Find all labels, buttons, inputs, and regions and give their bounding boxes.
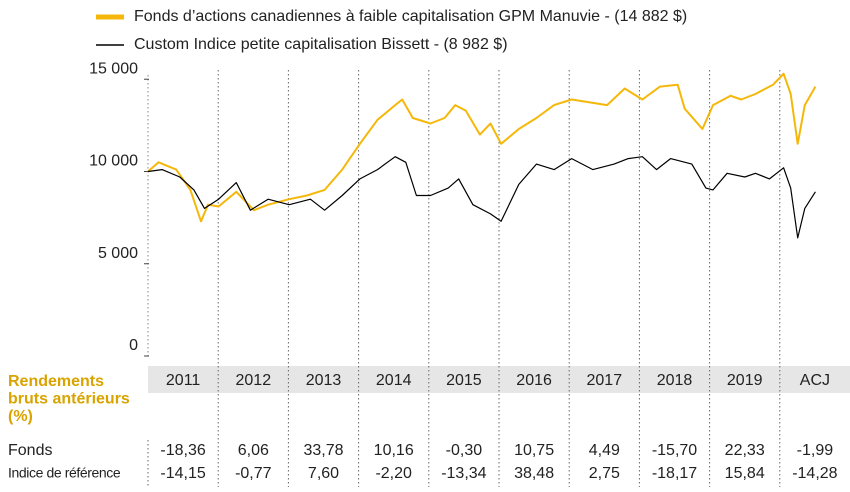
table-cell: 6,06 xyxy=(238,442,269,459)
table-cell: -0,77 xyxy=(235,465,272,482)
table-title: (%) xyxy=(8,408,33,425)
row-label: Indice de référence xyxy=(8,465,121,481)
table-cell: -14,28 xyxy=(792,465,837,482)
table-cell: -0,30 xyxy=(446,442,483,459)
table-column-header: 2018 xyxy=(657,372,693,389)
table-title: Rendements xyxy=(8,373,104,390)
table-cell: 10,75 xyxy=(514,442,554,459)
table-column-header: 2012 xyxy=(236,372,272,389)
legend-label: Custom Indice petite capitalisation Biss… xyxy=(134,36,508,53)
table-cell: 10,16 xyxy=(374,442,414,459)
row-label: Fonds xyxy=(8,442,52,459)
table-cell: -1,99 xyxy=(797,442,834,459)
table-cell: -13,34 xyxy=(441,465,486,482)
table-cell: -18,36 xyxy=(160,442,205,459)
table-column-header: 2016 xyxy=(516,372,552,389)
table-cell: -18,17 xyxy=(652,465,697,482)
table-column-header: 2013 xyxy=(306,372,342,389)
legend-label: Fonds d’actions canadiennes à faible cap… xyxy=(134,8,687,25)
table-cell: 7,60 xyxy=(308,465,339,482)
table-cell: 22,33 xyxy=(725,442,765,459)
table-column-header: 2015 xyxy=(446,372,482,389)
table-column-header: 2014 xyxy=(376,372,412,389)
y-tick-label: 15 000 xyxy=(89,60,138,77)
table-cell: 15,84 xyxy=(725,465,765,482)
table-cell: -15,70 xyxy=(652,442,697,459)
table-column-header: ACJ xyxy=(800,372,830,389)
table-cell: 38,48 xyxy=(514,465,554,482)
y-tick-label: 10 000 xyxy=(89,153,138,170)
series-line xyxy=(147,156,816,239)
y-tick-label: 5 000 xyxy=(98,245,138,262)
table-cell: -14,15 xyxy=(160,465,205,482)
table-column-header: 2019 xyxy=(727,372,763,389)
series-line xyxy=(147,72,817,223)
table-cell: 2,75 xyxy=(589,465,620,482)
table-cell: 33,78 xyxy=(303,442,343,459)
table-cell: -2,20 xyxy=(375,465,412,482)
table-column-header: 2017 xyxy=(587,372,623,389)
table-column-header: 2011 xyxy=(166,372,201,389)
table-cell: 4,49 xyxy=(589,442,620,459)
table-title: bruts antérieurs xyxy=(8,391,130,408)
y-tick-label: 0 xyxy=(129,337,138,354)
